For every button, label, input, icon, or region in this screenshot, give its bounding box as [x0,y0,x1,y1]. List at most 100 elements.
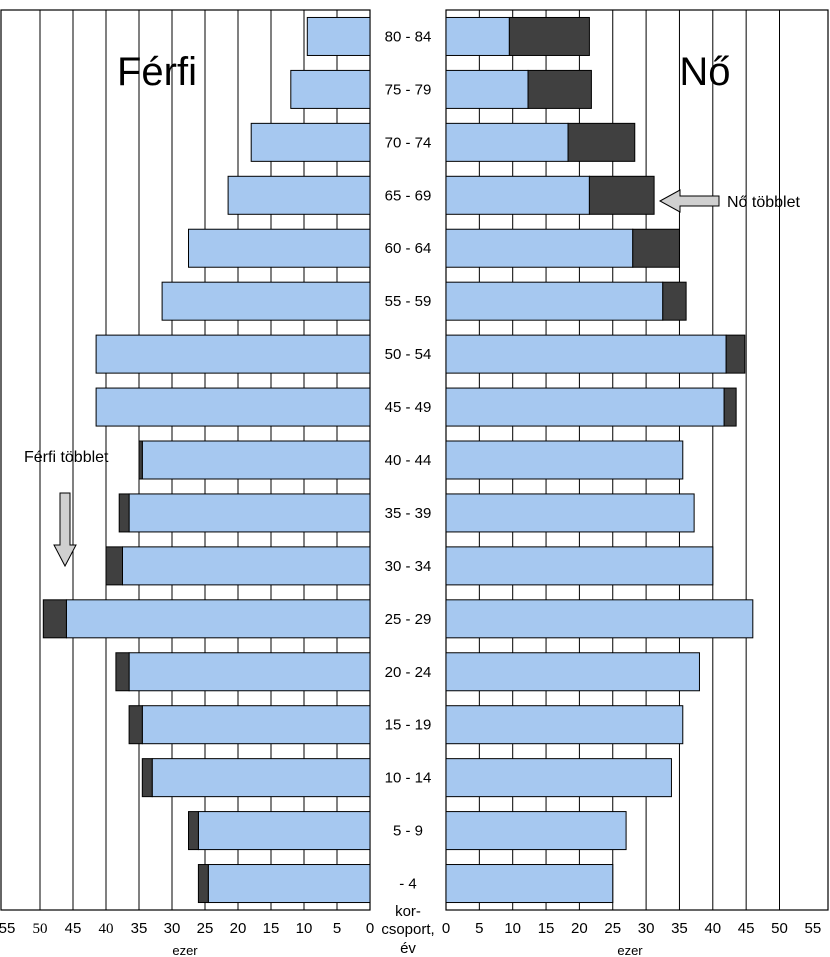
female-bar [445,493,695,533]
age-group-label: 60 - 64 [385,240,432,257]
female-bar [445,122,569,162]
age-group-label: 75 - 79 [385,81,432,98]
right-tick-label: 40 [704,920,721,937]
center-axis-label-line2: csoport, [381,921,434,938]
age-group-label: 55 - 59 [385,293,432,310]
left-tick-label: 40 [99,921,114,937]
female-bar [445,811,627,851]
male-bar [141,440,371,480]
axis-tick-labels: 55 50 45 40 35 30 25 20 15 10 5 0 0 5 10 15 20 25 30 35 40 45… [0,920,821,937]
female-excess-bar [662,281,687,321]
male-excess-bar [115,652,130,692]
male-excess-bar [138,440,143,480]
female-excess-bar [632,228,680,268]
male-excess-bar [42,599,67,639]
female-excess-label: Nő többlet [727,194,800,211]
male-excess-bar [128,705,143,745]
right-panel-title: Nő [679,50,730,94]
left-tick-label: 10 [296,920,313,937]
male-bar [128,493,371,533]
age-group-label: 10 - 14 [385,770,432,787]
female-bar [445,69,529,109]
male-bar [65,599,371,639]
age-group-labels: 80 - 84 75 - 79 70 - 74 65 - 69 60 - 64 55 - … [385,28,432,892]
male-bar [227,175,371,215]
female-bar [445,864,614,904]
age-group-label: 25 - 29 [385,611,432,628]
age-group-label: 15 - 19 [385,717,432,734]
age-group-label: 80 - 84 [385,28,432,45]
bars [42,16,754,904]
female-bar [445,546,714,586]
left-tick-label: 25 [197,920,214,937]
male-bar [290,69,371,109]
female-bar [445,387,725,427]
female-bar [445,175,590,215]
male-bar [306,16,371,56]
male-excess-annotation: Férfi többlet [24,449,109,568]
female-excess-bar [567,122,636,162]
right-tick-label: 55 [805,920,822,937]
female-excess-bar [725,334,746,374]
male-bar [161,281,371,321]
left-tick-label: 30 [164,920,181,937]
male-bar [95,387,371,427]
female-excess-bar [588,175,655,215]
male-excess-bar [141,758,153,798]
male-bar [95,334,371,374]
left-panel-title: Férfi [117,50,197,94]
left-tick-label: 45 [65,920,82,937]
right-tick-label: 35 [671,920,688,937]
age-group-label: 30 - 34 [385,558,432,575]
male-bar [250,122,371,162]
male-bar [188,228,371,268]
male-excess-bar [118,493,130,533]
female-bar [445,599,754,639]
female-bar [445,281,664,321]
male-excess-arrow-icon [53,492,77,568]
right-tick-label: 10 [504,920,521,937]
female-bar [445,758,672,798]
male-bar [128,652,371,692]
male-excess-bar [197,864,209,904]
age-group-label: 45 - 49 [385,399,432,416]
right-tick-label: 25 [604,920,621,937]
left-tick-label: 20 [230,920,247,937]
female-bar [445,705,684,745]
male-excess-bar [188,811,199,851]
male-bar [141,705,371,745]
left-tick-label: 35 [131,920,148,937]
left-axis-unit: ezer [172,943,198,957]
right-tick-label: 45 [738,920,755,937]
female-bar [445,334,727,374]
male-bar [207,864,371,904]
left-tick-label: 55 [0,920,15,937]
female-bar [445,16,510,56]
left-tick-label: 15 [263,920,280,937]
left-tick-label: 50 [33,921,48,937]
female-bar [445,652,700,692]
female-excess-annotation: Nő többlet [658,189,800,213]
right-tick-label: 0 [442,920,450,937]
female-bar [445,440,684,480]
center-axis-label-line1: kor- [395,903,421,920]
male-bar [151,758,371,798]
right-tick-label: 50 [771,920,788,937]
right-axis-unit: ezer [617,943,643,957]
age-group-label: 40 - 44 [385,452,432,469]
right-tick-label: 20 [571,920,588,937]
male-bar [122,546,371,586]
age-group-label: 20 - 24 [385,664,432,681]
male-excess-bar [105,546,123,586]
female-excess-bar [527,69,592,109]
male-bar [197,811,371,851]
age-group-label: 50 - 54 [385,346,432,363]
female-bar [445,228,634,268]
male-excess-label: Férfi többlet [24,449,109,466]
age-group-label: 70 - 74 [385,134,432,151]
right-tick-label: 30 [638,920,655,937]
age-group-label: 5 - 9 [393,823,423,840]
female-excess-arrow-icon [658,189,720,213]
age-group-label: 65 - 69 [385,187,432,204]
right-tick-label: 15 [538,920,555,937]
